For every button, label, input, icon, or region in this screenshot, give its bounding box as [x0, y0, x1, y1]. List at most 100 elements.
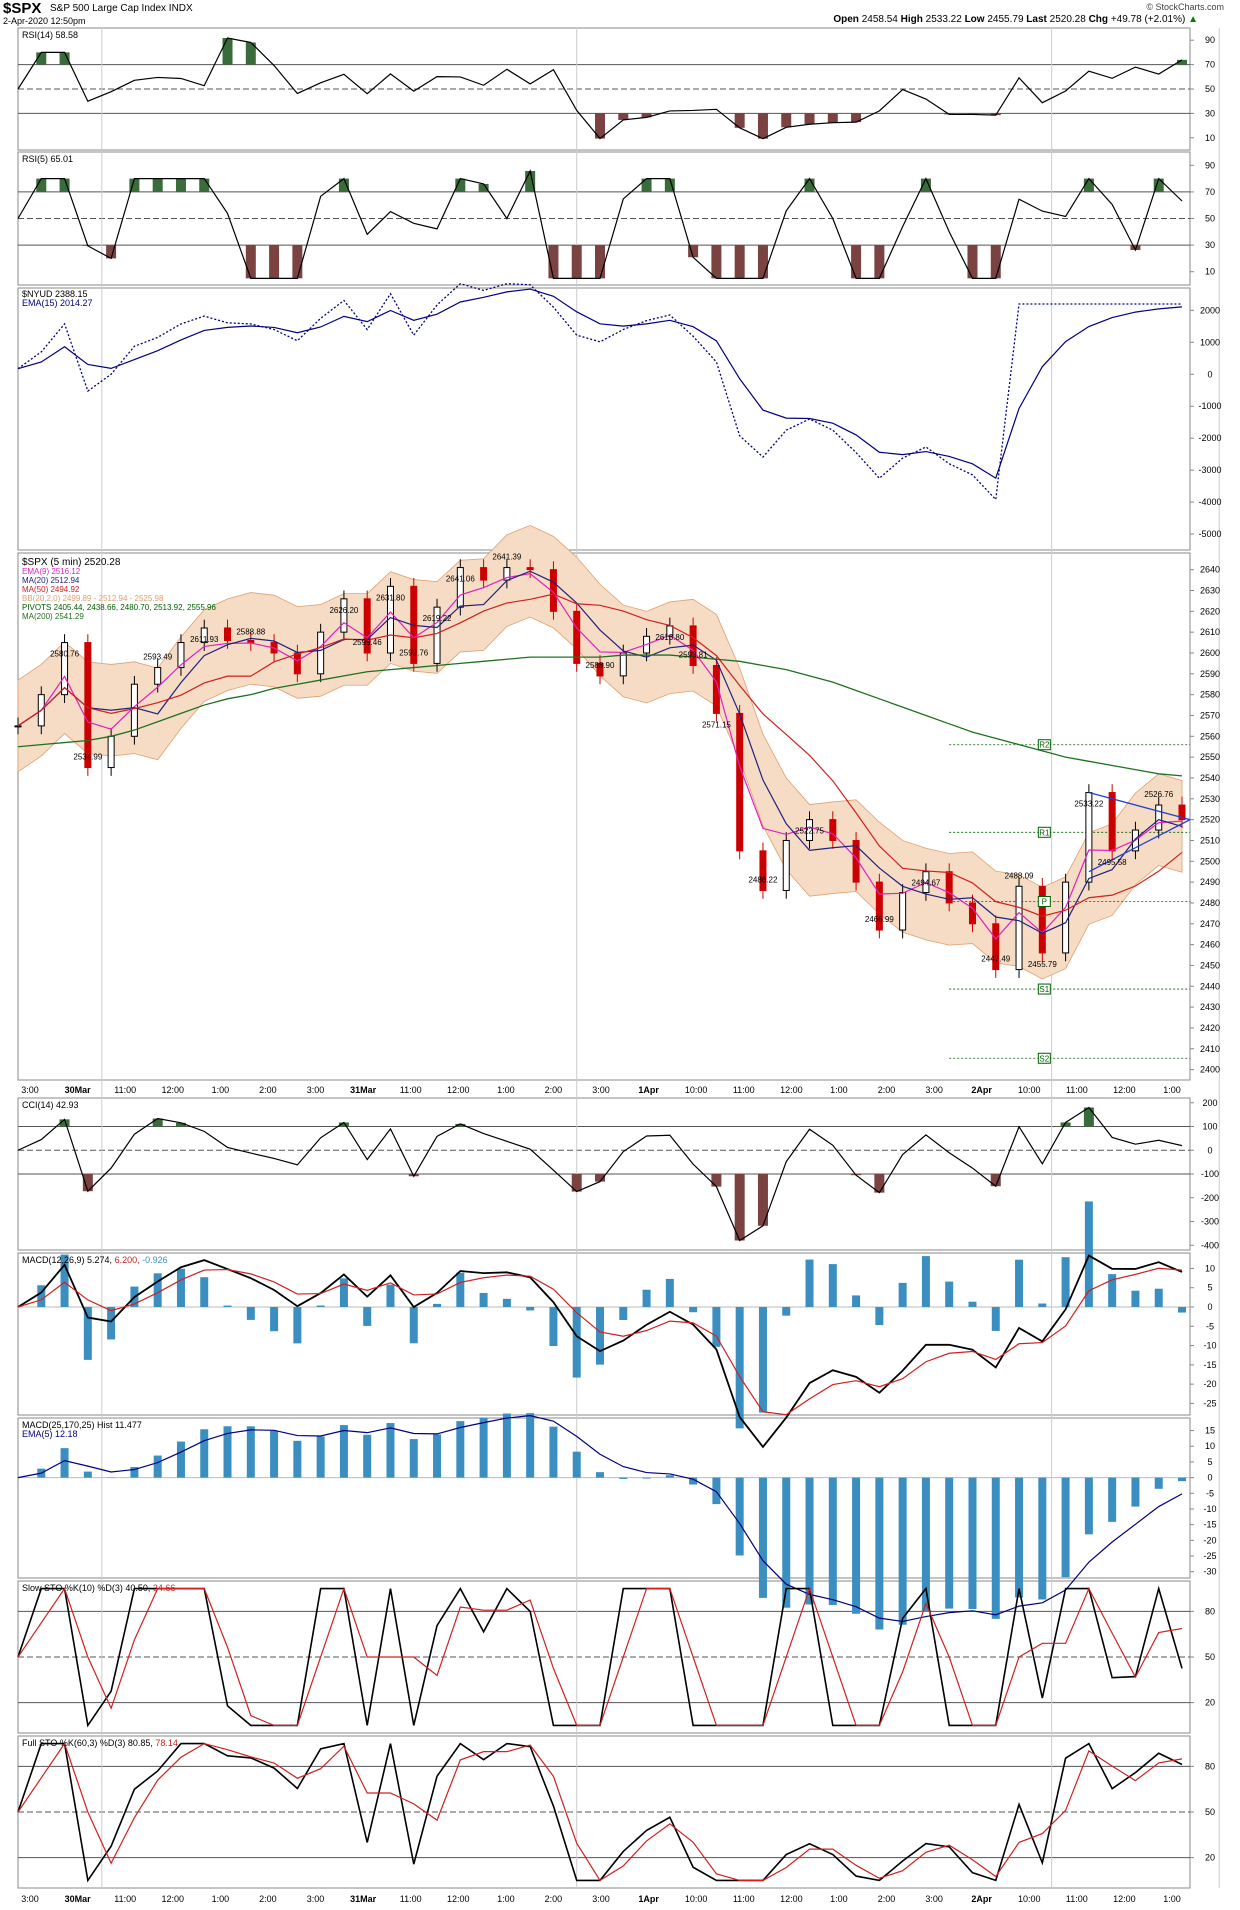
candle-body	[829, 819, 837, 841]
ema9-line	[17, 572, 1183, 940]
macd2-hist-bar	[782, 1477, 791, 1608]
x-tick-label: 3:00	[592, 1085, 610, 1095]
macd1-hist-bar	[852, 1295, 861, 1307]
triangle-upper-line	[1088, 791, 1191, 821]
candle-body	[363, 598, 371, 654]
x-tick-label: 1Apr	[638, 1894, 659, 1904]
macd2-tick-label: -30	[1203, 1567, 1216, 1577]
pivot-tag-label: R1	[1039, 828, 1050, 837]
price-tick-label: 2590	[1200, 669, 1220, 679]
rsi14-oversold-fill	[757, 113, 768, 139]
rsi5-tick-label: 70	[1205, 187, 1215, 197]
pivot-tag-box	[1037, 1052, 1051, 1064]
rsi5-oversold-fill	[711, 245, 722, 279]
price-annotation: 2592.76	[399, 648, 428, 657]
low-label: Low	[964, 14, 985, 25]
price-tick-label: 2460	[1200, 940, 1220, 950]
macd1-hist-bar	[758, 1307, 767, 1413]
macd1-hist-bar	[712, 1307, 721, 1347]
price-tick-label: 2470	[1200, 919, 1220, 929]
macd2-hist-bar	[1061, 1477, 1070, 1578]
rsi14-oversold-fill	[641, 113, 652, 118]
price-tick-label: 2620	[1200, 606, 1220, 616]
macd2-hist-bar	[596, 1472, 604, 1478]
nyud-line	[17, 282, 1182, 501]
price-annotation: 2593.81	[679, 650, 708, 659]
nyud-tick-label: 1000	[1200, 337, 1220, 347]
macd2-hist-bar	[968, 1477, 977, 1610]
x-tick-label: 12:00	[780, 1894, 803, 1904]
macd2-hist-bar	[153, 1455, 162, 1478]
price-tick-label: 2540	[1200, 773, 1220, 783]
macd2-hist-bar	[176, 1441, 185, 1478]
rsi5-overbought-fill	[804, 178, 815, 192]
macd1-hist-bar	[409, 1307, 418, 1344]
macd1-tick-label: -20	[1203, 1379, 1216, 1389]
rsi14-overbought-fill	[1177, 59, 1187, 65]
candle-body	[712, 664, 720, 714]
rsi14-oversold-fill	[781, 113, 792, 128]
x-tick-label: 3:00	[592, 1894, 610, 1904]
x-tick-label: 2:00	[545, 1894, 563, 1904]
bollinger-band	[17, 524, 1183, 980]
macd1-hist-bar	[83, 1307, 92, 1360]
x-tick-label: 12:00	[161, 1894, 184, 1904]
macd2-ema-line	[17, 1415, 1183, 1623]
macd1-tick-label: 0	[1207, 1302, 1212, 1312]
x-tick-label: 11:00	[1066, 1085, 1088, 1095]
slowsto-tick-label: 50	[1205, 1652, 1215, 1662]
rsi14-tick-label: 10	[1205, 133, 1215, 143]
price-frame	[17, 552, 1191, 1081]
price-annotation: 2495.58	[1098, 858, 1127, 867]
price-tick-label: 2610	[1200, 627, 1220, 637]
price-tick-label: 2520	[1200, 815, 1220, 825]
macd1-hist-bar	[502, 1298, 511, 1307]
macd2-hist-bar	[339, 1425, 348, 1478]
candle-body	[293, 652, 301, 675]
macd2-hist-bar	[479, 1417, 488, 1478]
price-annotation: 2599.46	[353, 638, 382, 647]
macd1-hist-bar	[689, 1307, 698, 1313]
x-tick-label: 1:00	[830, 1085, 848, 1095]
price-tick-label: 2630	[1200, 585, 1220, 595]
price-annotation: 2533.22	[1074, 800, 1103, 809]
candle-body	[317, 631, 325, 675]
candle-body	[130, 683, 138, 737]
macd1-hist-bar	[805, 1259, 814, 1307]
cci-overbought-fill	[1083, 1107, 1094, 1127]
price-annotation: 2631.80	[376, 593, 405, 602]
x-tick-label: 30Mar	[65, 1894, 92, 1904]
x-tick-label: 1Apr	[638, 1085, 659, 1095]
candle-body	[1038, 885, 1046, 954]
x-tick-label: 10:00	[685, 1085, 708, 1095]
nyud-tick-label: -2000	[1198, 433, 1221, 443]
x-tick-label: 3:00	[307, 1085, 325, 1095]
nyud-ema-line	[17, 288, 1183, 480]
macd2-tick-label: 5	[1207, 1457, 1212, 1467]
x-tick-label: 1:00	[212, 1894, 230, 1904]
x-tick-label: 1:00	[212, 1085, 230, 1095]
x-tick-label: 2:00	[878, 1085, 896, 1095]
pivot-tag-label: S1	[1039, 985, 1049, 994]
macd1-hist-bar	[479, 1292, 488, 1307]
cci-overbought-fill	[1060, 1122, 1071, 1127]
fullsto-label: Full STO %K(60,3) %D(3) 80.85, 78.14	[22, 1738, 178, 1748]
candle-body	[1155, 804, 1163, 831]
rsi5-oversold-fill	[967, 245, 978, 279]
last-value: 2520.28	[1049, 14, 1086, 25]
macd1-tick-label: -10	[1203, 1341, 1216, 1351]
symbol-name: S&P 500 Large Cap Index INDX	[50, 3, 193, 14]
macd1-hist-bar	[572, 1307, 581, 1378]
macd2-tick-label: -5	[1206, 1488, 1214, 1498]
cci-oversold-fill	[571, 1174, 582, 1192]
price-legend-5: PIVOTS 2405.44, 2438.66, 2480.70, 2513.9…	[22, 603, 216, 612]
last-label: Last	[1026, 14, 1047, 25]
price-tick-label: 2580	[1200, 690, 1220, 700]
rsi5-oversold-fill	[571, 245, 582, 279]
candle-body	[1015, 885, 1023, 971]
candle-body	[875, 881, 883, 931]
macd1-hist-bar	[293, 1307, 302, 1344]
macd1-hist-bar	[642, 1289, 651, 1307]
macd1-tick-label: 5	[1207, 1283, 1212, 1293]
